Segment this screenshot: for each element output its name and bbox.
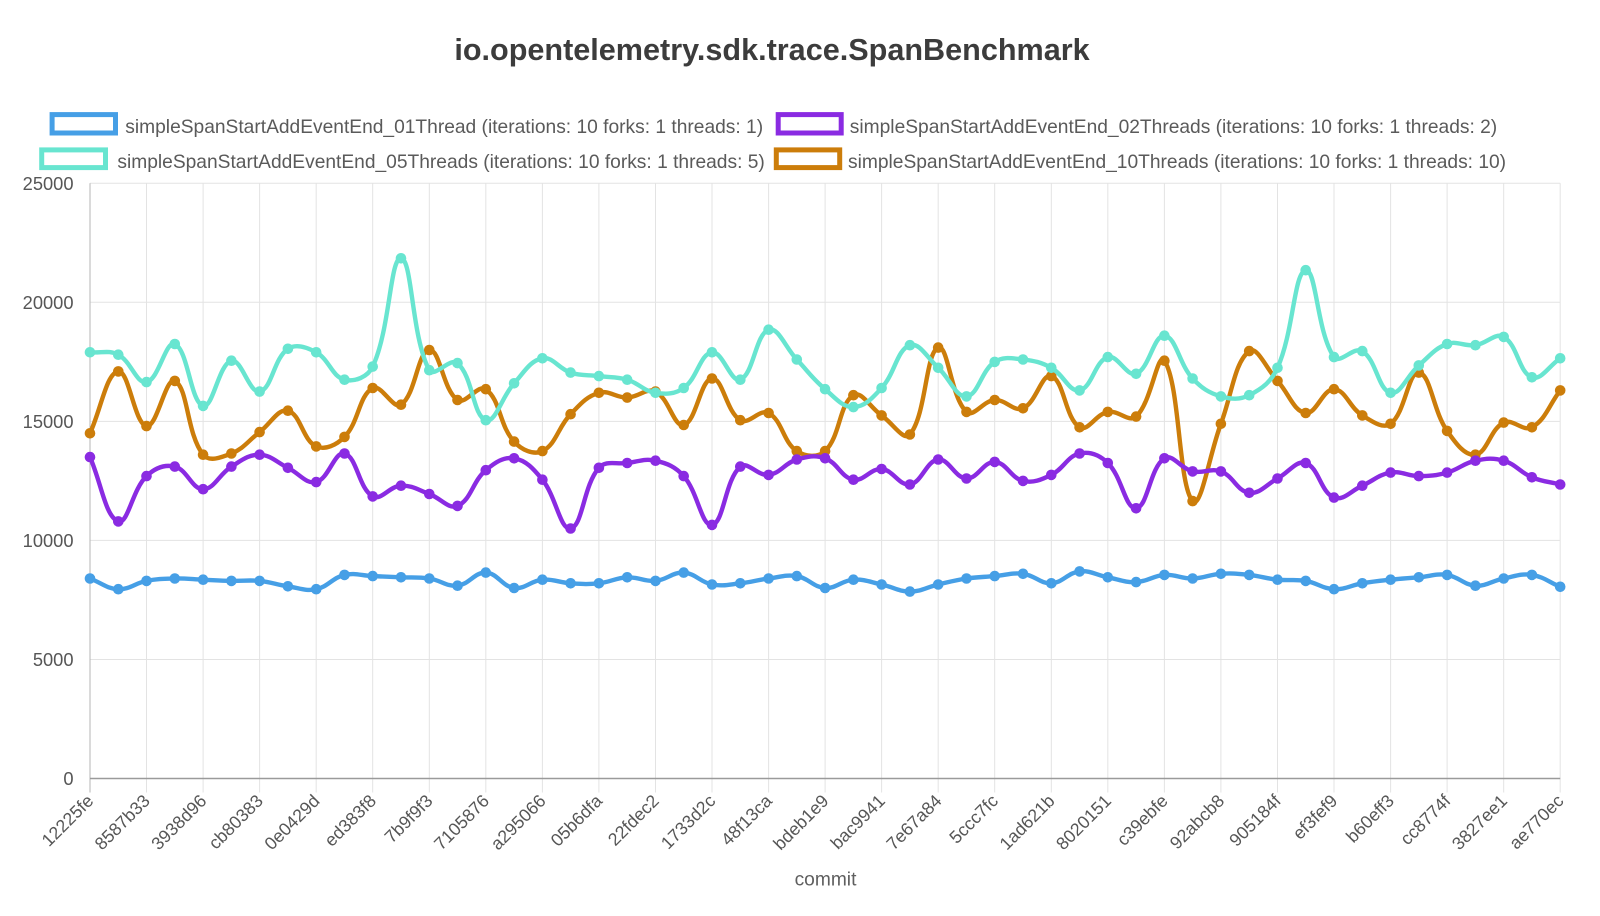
svg-text:simpleSpanStartAddEventEnd_05T: simpleSpanStartAddEventEnd_05Threads (it… [117, 152, 764, 173]
svg-text:commit: commit [795, 870, 857, 891]
svg-text:simpleSpanStartAddEventEnd_02T: simpleSpanStartAddEventEnd_02Threads (it… [850, 117, 1497, 138]
svg-text:0: 0 [63, 768, 73, 789]
svg-text:15000: 15000 [23, 411, 74, 432]
svg-text:simpleSpanStartAddEventEnd_01T: simpleSpanStartAddEventEnd_01Thread (ite… [125, 117, 763, 138]
svg-text:25000: 25000 [23, 173, 74, 194]
svg-text:5000: 5000 [33, 649, 74, 670]
svg-text:20000: 20000 [23, 292, 74, 313]
svg-text:10000: 10000 [23, 530, 74, 551]
svg-text:simpleSpanStartAddEventEnd_10T: simpleSpanStartAddEventEnd_10Threads (it… [848, 152, 1506, 173]
svg-text:io.opentelemetry.sdk.trace.Spa: io.opentelemetry.sdk.trace.SpanBenchmark [454, 33, 1090, 67]
